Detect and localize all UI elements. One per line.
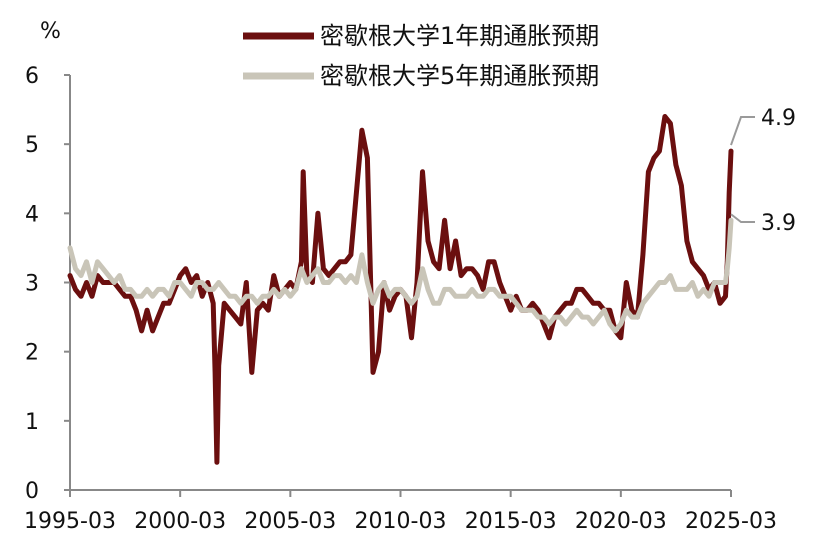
- y-tick-label: 3: [25, 272, 39, 297]
- y-tick-label: 6: [25, 64, 39, 89]
- x-tick-label: 2025-03: [685, 509, 777, 534]
- x-tick-label: 2000-03: [134, 509, 226, 534]
- end-value-label-series-1: 4.9: [761, 106, 796, 131]
- legend-label-series-1: 密歇根大学1年期通胀预期: [320, 22, 599, 50]
- y-tick-label: 0: [25, 479, 39, 504]
- y-axis: 0 1 2 3 4 5 6: [25, 64, 71, 504]
- series-layer: [67, 114, 734, 465]
- end-label-leader: [730, 213, 755, 223]
- x-tick-label: 2005-03: [244, 509, 336, 534]
- x-tick-label: 2020-03: [575, 509, 667, 534]
- end-labels: 4.9 3.9: [730, 106, 796, 236]
- x-tick-label: 2010-03: [355, 509, 447, 534]
- y-tick-label: 4: [25, 202, 39, 227]
- x-tick-label: 2015-03: [465, 509, 557, 534]
- y-tick-label: 1: [25, 410, 39, 435]
- y-tick-label: 2: [25, 341, 39, 366]
- end-value-label-series-2: 3.9: [761, 211, 796, 236]
- end-label-leader: [730, 116, 755, 146]
- y-axis-unit-label: %: [40, 19, 61, 44]
- y-tick-label: 5: [25, 133, 39, 158]
- legend: 密歇根大学1年期通胀预期 密歇根大学5年期通胀预期: [243, 22, 599, 90]
- series-line-1: [67, 114, 734, 465]
- x-axis: 1995-03 2000-03 2005-03 2010-03 2015-03 2020-…: [24, 489, 777, 534]
- legend-label-series-2: 密歇根大学5年期通胀预期: [320, 62, 599, 90]
- x-tick-label: 1995-03: [24, 509, 116, 534]
- series-line-2: [67, 217, 734, 334]
